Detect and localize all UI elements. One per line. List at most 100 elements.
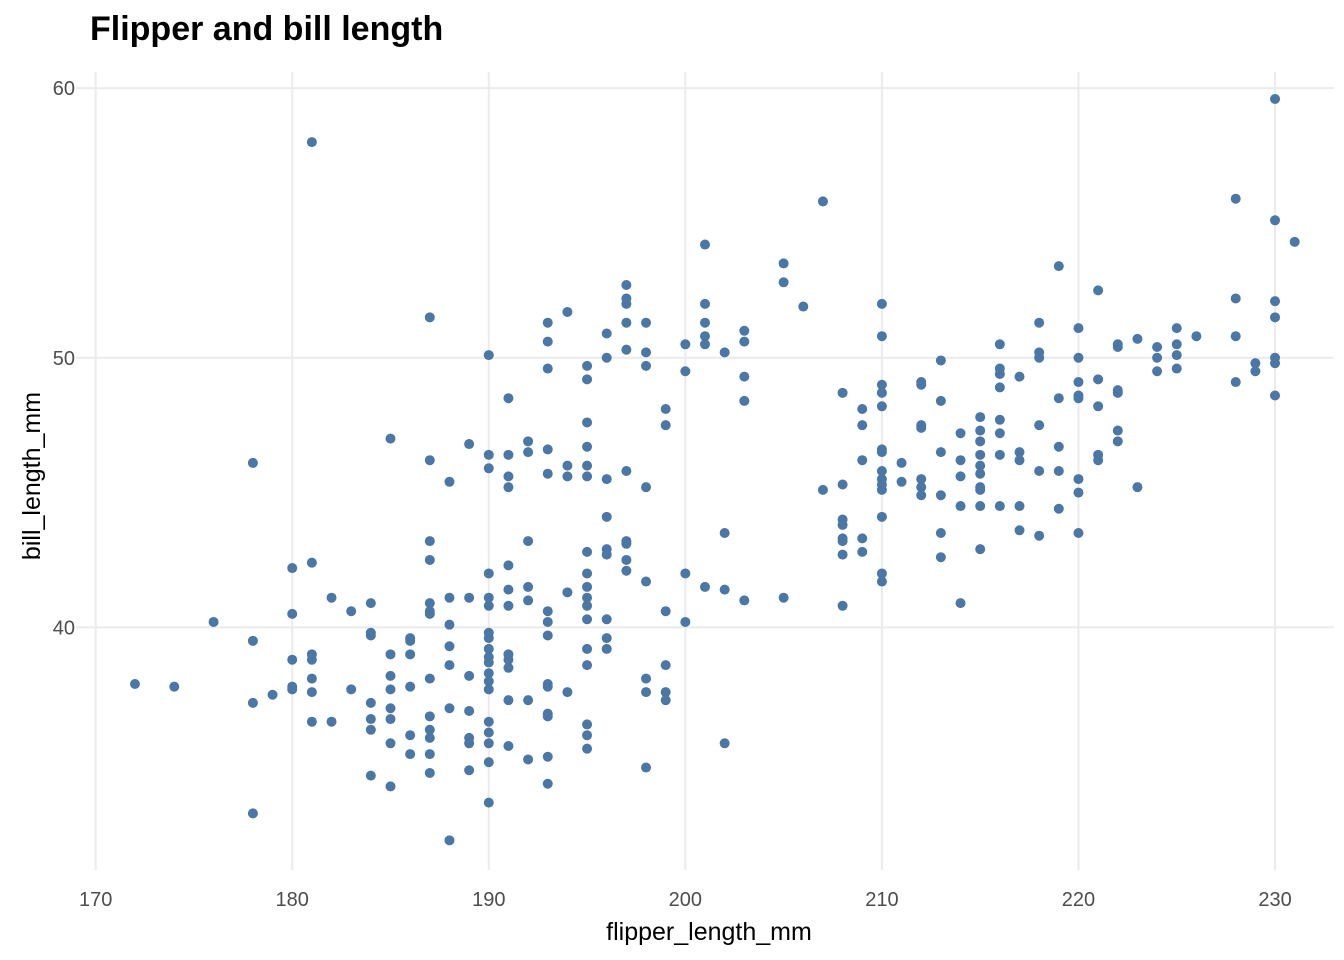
- data-point: [916, 482, 927, 493]
- data-point: [935, 447, 946, 458]
- data-point: [385, 738, 396, 749]
- data-point: [483, 668, 494, 679]
- data-point: [1093, 455, 1104, 466]
- data-point: [385, 670, 396, 681]
- data-point: [641, 347, 652, 358]
- data-point: [542, 336, 553, 347]
- data-point: [975, 449, 986, 460]
- data-point: [601, 633, 612, 644]
- data-point: [582, 374, 593, 385]
- data-point: [464, 592, 475, 603]
- data-point: [405, 635, 416, 646]
- data-point: [1289, 236, 1300, 247]
- data-point: [483, 350, 494, 361]
- data-point: [955, 455, 966, 466]
- data-point: [994, 428, 1005, 439]
- data-point: [778, 277, 789, 288]
- data-point: [1230, 377, 1241, 388]
- data-point: [935, 355, 946, 366]
- data-point: [660, 695, 671, 706]
- data-point: [601, 614, 612, 625]
- data-point: [542, 630, 553, 641]
- data-point: [621, 565, 632, 576]
- data-point: [641, 762, 652, 773]
- data-point: [660, 660, 671, 671]
- data-point: [857, 546, 868, 557]
- data-point: [385, 703, 396, 714]
- data-point: [385, 649, 396, 660]
- data-point: [916, 474, 927, 485]
- data-point: [424, 724, 435, 735]
- data-point: [542, 363, 553, 374]
- data-point: [601, 474, 612, 485]
- data-point: [1073, 352, 1084, 363]
- data-point: [247, 635, 258, 646]
- data-point: [621, 466, 632, 476]
- data-point: [523, 695, 534, 706]
- data-point: [1270, 93, 1281, 104]
- data-point: [483, 797, 494, 808]
- data-point: [621, 317, 632, 328]
- data-point: [1270, 312, 1281, 323]
- data-point: [267, 689, 278, 700]
- data-point: [483, 716, 494, 727]
- data-point: [719, 738, 730, 749]
- data-point: [483, 592, 494, 603]
- y-tick-label: 40: [53, 617, 75, 639]
- data-point: [405, 681, 416, 692]
- data-point: [955, 428, 966, 439]
- data-point: [444, 703, 455, 714]
- data-point: [719, 584, 730, 595]
- data-point: [680, 568, 691, 579]
- data-point: [876, 466, 887, 476]
- data-point: [1112, 425, 1123, 436]
- data-point: [1034, 530, 1045, 541]
- data-point: [700, 298, 710, 309]
- data-point: [975, 460, 986, 471]
- data-point: [719, 347, 730, 358]
- data-point: [641, 673, 652, 684]
- data-point: [287, 684, 298, 695]
- x-tick-label: 220: [1062, 889, 1095, 911]
- data-point: [1230, 293, 1241, 304]
- data-point: [1053, 441, 1064, 452]
- data-point: [424, 455, 435, 466]
- data-point: [896, 476, 907, 487]
- data-point: [483, 657, 494, 668]
- data-point: [365, 724, 376, 735]
- data-point: [582, 417, 593, 428]
- data-point: [1014, 501, 1025, 512]
- data-point: [483, 633, 494, 644]
- data-point: [1073, 393, 1084, 404]
- data-point: [483, 568, 494, 579]
- data-point: [876, 331, 887, 342]
- data-point: [582, 743, 593, 754]
- data-point: [582, 719, 593, 730]
- data-point: [739, 325, 750, 336]
- data-point: [582, 581, 593, 592]
- data-point: [424, 312, 435, 323]
- data-point: [169, 681, 180, 692]
- data-point: [660, 403, 671, 414]
- data-point: [1093, 401, 1104, 412]
- data-point: [503, 393, 514, 404]
- data-point: [1014, 371, 1025, 382]
- y-axis-title: bill_length_mm: [18, 392, 46, 560]
- data-point: [601, 643, 612, 654]
- data-point: [385, 714, 396, 725]
- data-point: [601, 511, 612, 522]
- data-point: [975, 436, 986, 447]
- data-point: [1014, 447, 1025, 458]
- data-point: [876, 379, 887, 390]
- data-point: [1152, 352, 1163, 363]
- data-point: [994, 368, 1005, 379]
- data-point: [1053, 393, 1064, 404]
- data-point: [1171, 323, 1182, 334]
- data-point: [975, 544, 986, 555]
- data-point: [1270, 215, 1281, 226]
- data-point: [837, 536, 848, 547]
- data-point: [424, 749, 435, 760]
- data-point: [1034, 352, 1045, 363]
- data-point: [1034, 317, 1045, 328]
- data-point: [975, 484, 986, 495]
